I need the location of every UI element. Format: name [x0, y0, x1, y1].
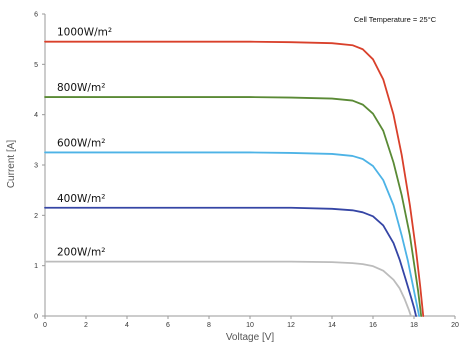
- y-tick-label: 2: [34, 213, 38, 220]
- y-tick-label: 6: [34, 12, 38, 19]
- y-tick-label: 4: [34, 112, 38, 119]
- x-tick-label: 20: [451, 322, 459, 329]
- series-line-400: [44, 206, 417, 317]
- x-tick-label: 2: [84, 322, 88, 329]
- series-label-200: 200W/m²: [57, 247, 105, 259]
- series-line-200: [44, 260, 412, 317]
- x-tick-label: 0: [43, 322, 47, 329]
- y-tick-label: 0: [34, 314, 38, 321]
- series-label-600: 600W/m²: [57, 137, 105, 149]
- series-label-1000: 1000W/m²: [57, 27, 112, 39]
- y-axis-title: Current [A]: [6, 140, 17, 189]
- x-tick-label: 14: [328, 322, 336, 329]
- x-axis-title: Voltage [V]: [226, 332, 275, 343]
- x-tick-label: 4: [125, 322, 129, 329]
- x-tick-label: 18: [410, 322, 418, 329]
- series-line-1000: [44, 40, 425, 317]
- series-group: [44, 40, 425, 317]
- x-tick-label: 8: [207, 322, 211, 329]
- label-group: 1000W/m² 800W/m² 600W/m² 400W/m² 200W/m²: [57, 27, 112, 259]
- series-line-800: [44, 96, 423, 317]
- x-tick-label: 12: [287, 322, 295, 329]
- series-label-400: 400W/m²: [57, 193, 105, 205]
- series-label-800: 800W/m²: [57, 82, 105, 94]
- y-tick-label: 3: [34, 163, 38, 170]
- series-line-600: [44, 151, 421, 317]
- y-tick-label: 5: [34, 62, 38, 69]
- cell-temperature-annotation: Cell Temperature = 25°C: [354, 15, 437, 24]
- x-tick-label: 10: [246, 322, 254, 329]
- x-tick-label: 16: [369, 322, 377, 329]
- x-tick-label: 6: [166, 322, 170, 329]
- y-tick-label: 1: [34, 263, 38, 270]
